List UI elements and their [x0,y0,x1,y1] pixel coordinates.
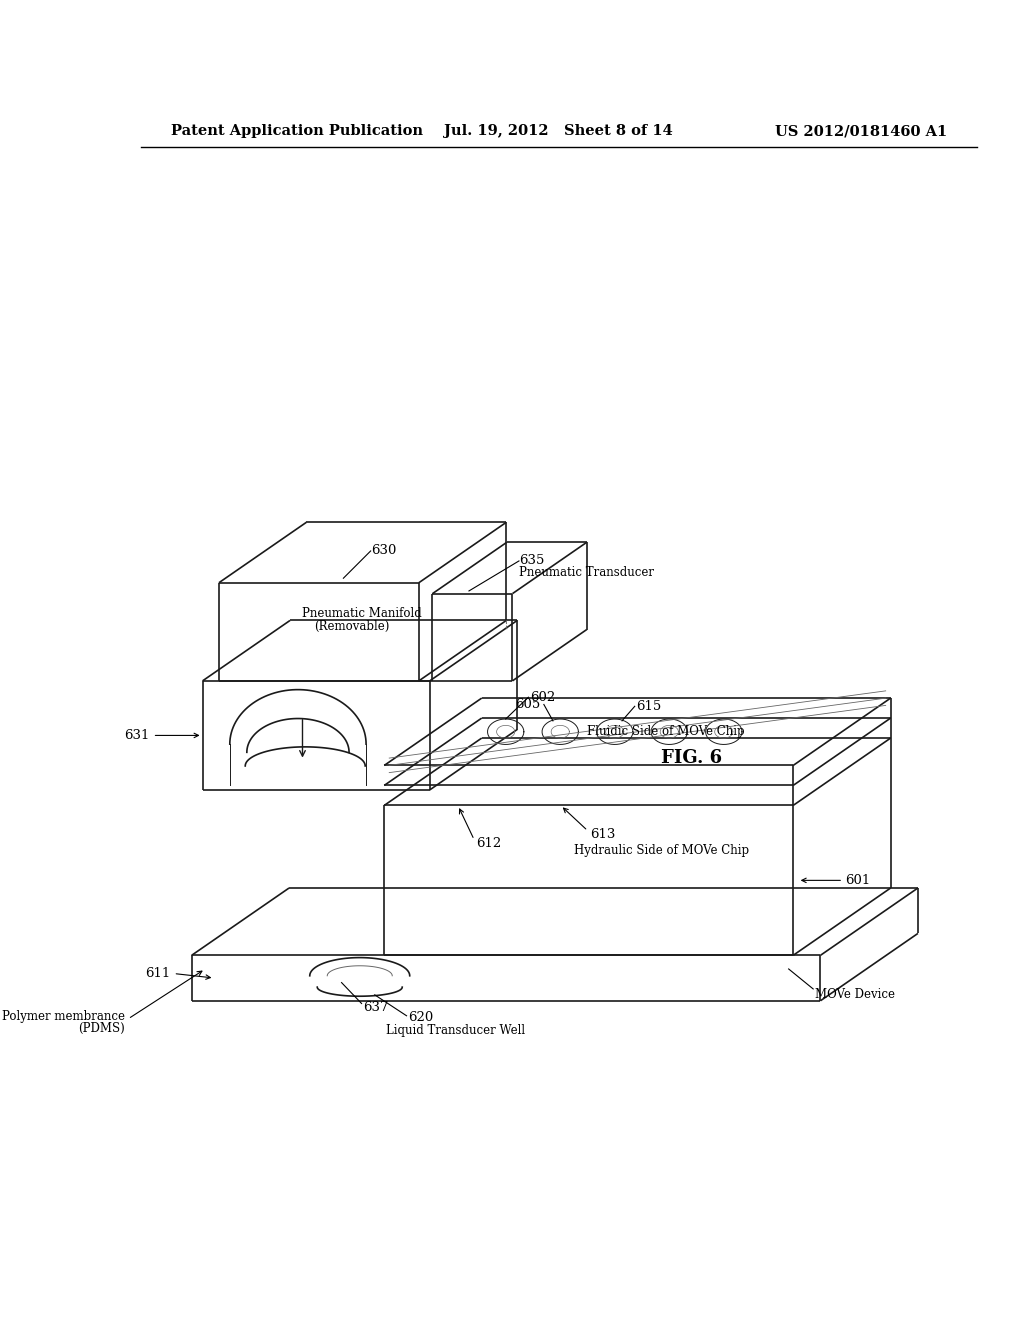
Text: Liquid Transducer Well: Liquid Transducer Well [386,1024,524,1036]
Text: (Removable): (Removable) [314,620,389,632]
Text: (PDMS): (PDMS) [79,1023,125,1035]
Text: 620: 620 [409,1011,433,1024]
Text: 631: 631 [125,729,150,742]
Text: Pneumatic Manifold: Pneumatic Manifold [302,607,422,620]
Text: US 2012/0181460 A1: US 2012/0181460 A1 [775,124,947,139]
Text: 637: 637 [364,1001,389,1014]
Text: 612: 612 [476,837,502,850]
Text: 601: 601 [845,874,870,887]
Text: Pneumatic Transducer: Pneumatic Transducer [519,566,654,579]
Text: Patent Application Publication: Patent Application Publication [171,124,423,139]
Text: FIG. 6: FIG. 6 [662,750,723,767]
Text: 611: 611 [145,968,171,979]
Text: MOVe Device: MOVe Device [815,987,895,1001]
Text: 635: 635 [519,554,545,568]
Text: Polymer membrance: Polymer membrance [2,1010,125,1023]
Text: 605: 605 [515,698,541,711]
Text: Hydraulic Side of MOVe Chip: Hydraulic Side of MOVe Chip [574,845,750,857]
Text: 630: 630 [371,544,396,557]
Text: Fluidic Side of MOVe Chip: Fluidic Side of MOVe Chip [588,726,745,738]
Text: 613: 613 [590,828,615,841]
Text: Jul. 19, 2012   Sheet 8 of 14: Jul. 19, 2012 Sheet 8 of 14 [444,124,673,139]
Text: 602: 602 [530,690,555,704]
Text: 615: 615 [637,700,662,713]
